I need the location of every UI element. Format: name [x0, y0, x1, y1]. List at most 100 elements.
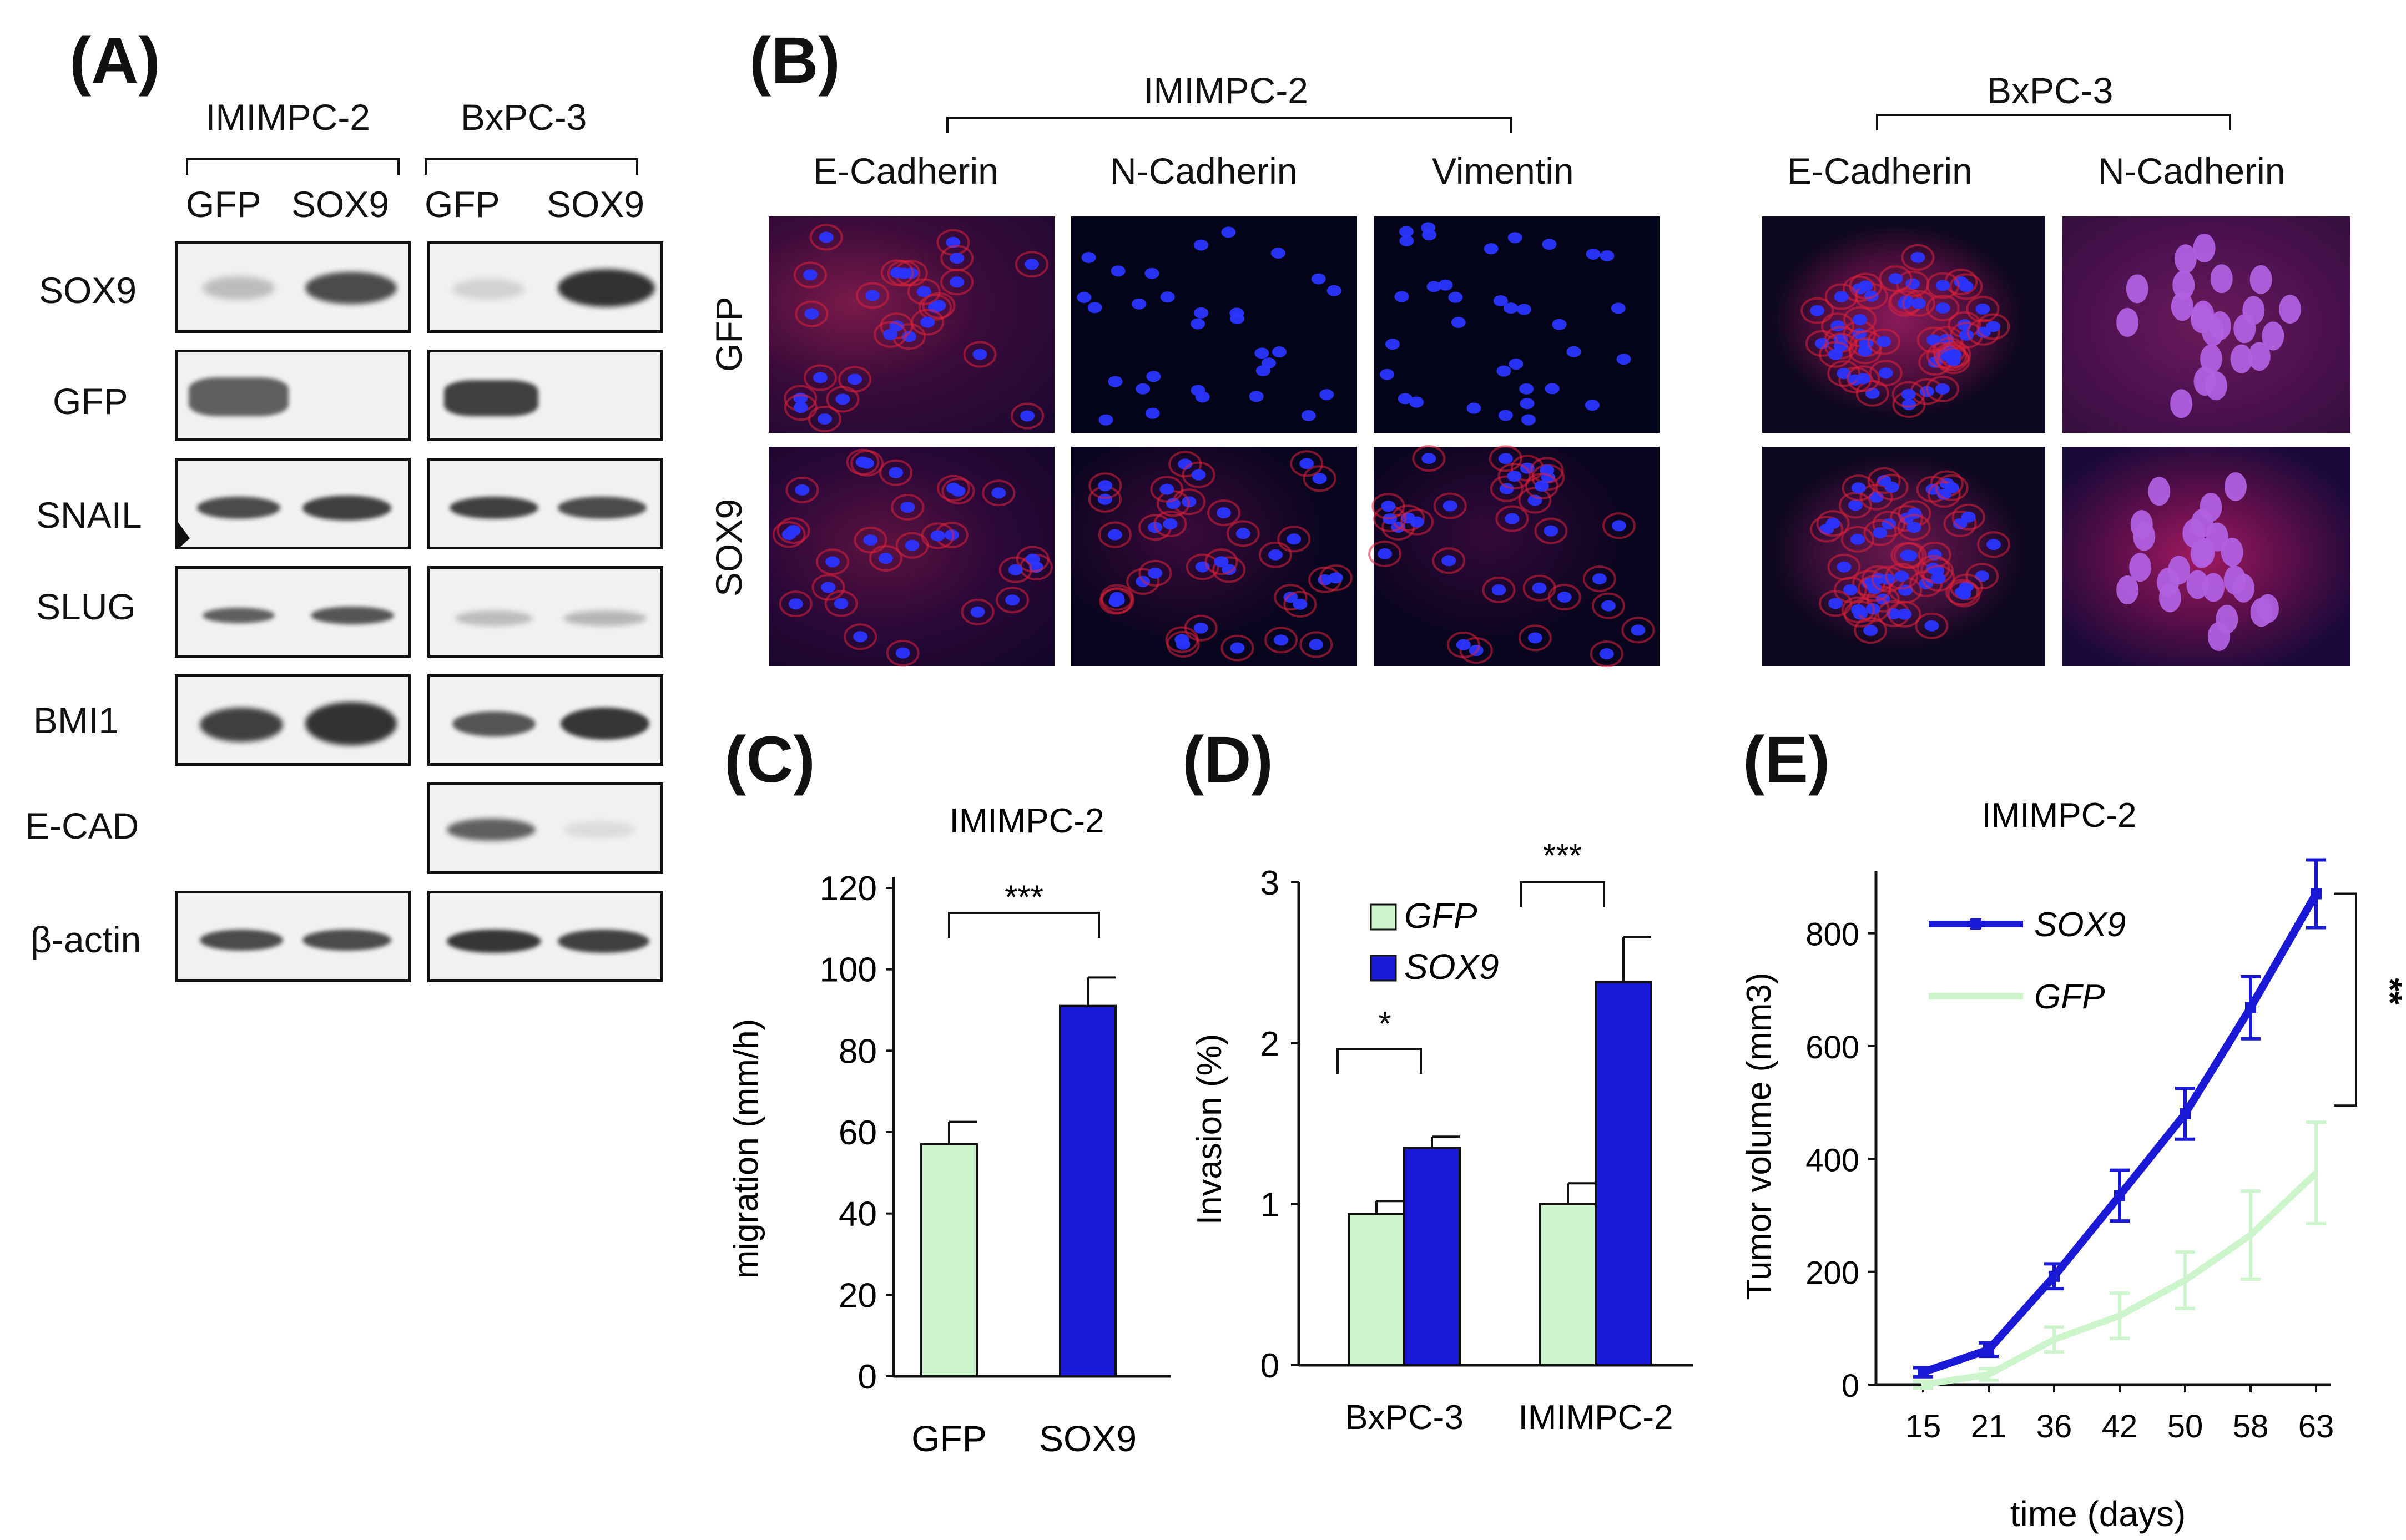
- cell-nucleus: [1834, 291, 1849, 302]
- x-tick-label: 63: [2298, 1408, 2334, 1445]
- data-point: [2245, 1002, 2256, 1013]
- blot-row-label: SOX9: [39, 270, 137, 311]
- cell-membrane: [936, 474, 970, 502]
- blot-gfp-imimpc2: [175, 350, 411, 441]
- cell-nucleus: [889, 467, 904, 478]
- cell-membrane: [1258, 541, 1292, 568]
- cell-nucleus: [1975, 303, 1990, 315]
- cell-nucleus: [2279, 295, 2302, 324]
- cell-nucleus: [1216, 507, 1231, 519]
- data-point: [2114, 1190, 2125, 1201]
- cell-nucleus: [1136, 383, 1151, 395]
- chart-title: IMIMPC-2: [1982, 796, 2137, 835]
- cell-nucleus: [1274, 634, 1289, 646]
- cell-nucleus: [2207, 622, 2230, 651]
- cell-nucleus: [2224, 472, 2247, 501]
- cell-nucleus: [1261, 357, 1276, 369]
- cell-nucleus: [1516, 304, 1531, 315]
- cell-nucleus: [821, 582, 836, 593]
- cell-nucleus: [853, 631, 868, 643]
- blot-snail-bxpc3: [427, 458, 663, 549]
- cell-membrane: [1888, 600, 1921, 628]
- cell-membrane: [1489, 445, 1522, 472]
- cell-nucleus: [1507, 471, 1522, 482]
- cell-nucleus: [1421, 453, 1436, 464]
- cell-membrane: [1915, 612, 1949, 639]
- significance-label: ***: [1543, 837, 1582, 874]
- y-tick-label: 600: [1805, 1029, 1859, 1066]
- cell-nucleus: [2116, 307, 2139, 337]
- cell-nucleus: [1828, 598, 1843, 609]
- cell-nucleus: [1931, 572, 1946, 584]
- cell-membrane: [1849, 272, 1883, 300]
- cell-nucleus: [2202, 573, 2225, 602]
- blot-slug-imimpc2: [175, 566, 411, 658]
- cell-membrane: [1098, 521, 1132, 548]
- cell-nucleus: [951, 485, 966, 497]
- cell-membrane: [1843, 306, 1877, 334]
- blot-gfp-bxpc3: [427, 350, 663, 441]
- cell-membrane: [1840, 526, 1874, 553]
- cell-nucleus: [1828, 349, 1843, 360]
- cell-nucleus: [1867, 583, 1882, 594]
- cell-membrane: [1482, 577, 1516, 604]
- cell-membrane: [869, 545, 902, 572]
- significance-bracket: [948, 912, 1100, 938]
- cell-membrane: [1885, 563, 1919, 590]
- cell-membrane: [1916, 326, 1950, 354]
- cell-nucleus: [1611, 520, 1626, 532]
- cell-membrane: [1274, 584, 1308, 611]
- lane-label: GFP: [186, 184, 261, 225]
- bar: [920, 1143, 978, 1377]
- cell-membrane: [1497, 463, 1531, 490]
- data-point: [1918, 1366, 1929, 1378]
- cell-nucleus: [1380, 368, 1395, 380]
- cell-nucleus: [2168, 556, 2191, 585]
- cell-membrane: [776, 517, 810, 544]
- cell-membrane: [1893, 542, 1927, 569]
- blot-row-label: β-actin: [31, 919, 142, 960]
- cell-nucleus: [1527, 632, 1542, 644]
- cell-membrane: [793, 261, 827, 289]
- cell-nucleus: [2221, 538, 2243, 567]
- cell-membrane: [1591, 592, 1625, 619]
- cell-nucleus: [905, 539, 920, 551]
- cell-nucleus: [1504, 302, 1519, 314]
- cell-nucleus: [950, 276, 965, 288]
- cell-nucleus: [1441, 555, 1456, 567]
- x-axis-label: time (days): [2010, 1494, 2186, 1534]
- panel-c-letter: (C): [724, 723, 815, 796]
- cell-nucleus: [1616, 354, 1631, 365]
- cell-membrane: [811, 574, 845, 601]
- cell-nucleus: [2172, 270, 2195, 300]
- cell-nucleus: [1442, 500, 1457, 512]
- cell-nucleus: [1944, 482, 1959, 493]
- cell-membrane: [1184, 614, 1218, 642]
- y-tick-label: 80: [839, 1032, 877, 1071]
- cell-nucleus: [1191, 318, 1205, 330]
- cell-nucleus: [1235, 528, 1250, 539]
- cell-nucleus: [1109, 592, 1124, 603]
- cell-membrane: [854, 527, 887, 554]
- cell-nucleus: [1254, 347, 1269, 359]
- cell-nucleus: [1159, 483, 1174, 495]
- cell-membrane: [1290, 450, 1324, 477]
- cell-nucleus: [1191, 469, 1206, 481]
- cell-nucleus: [1230, 642, 1245, 654]
- cell-membrane: [1153, 511, 1187, 538]
- cell-membrane: [1819, 590, 1853, 617]
- cell-membrane: [785, 476, 819, 503]
- cell-nucleus: [1097, 493, 1112, 505]
- legend-swatch: [1370, 955, 1397, 982]
- bar: [1059, 1004, 1117, 1377]
- cell-nucleus: [1319, 389, 1334, 401]
- blot-row-label: BMI1: [33, 700, 119, 741]
- y-axis-label: migration (mm/h): [727, 1019, 765, 1279]
- cell-nucleus: [1108, 376, 1123, 387]
- cell-nucleus: [878, 553, 893, 564]
- cell-nucleus: [1926, 334, 1941, 346]
- chart-c: IMIMPC-2 0 20 40 60 80 100 120 migration (mm/h) G…: [727, 802, 1171, 1454]
- cell-nucleus: [2248, 342, 2271, 371]
- cell-membrane: [1495, 505, 1529, 532]
